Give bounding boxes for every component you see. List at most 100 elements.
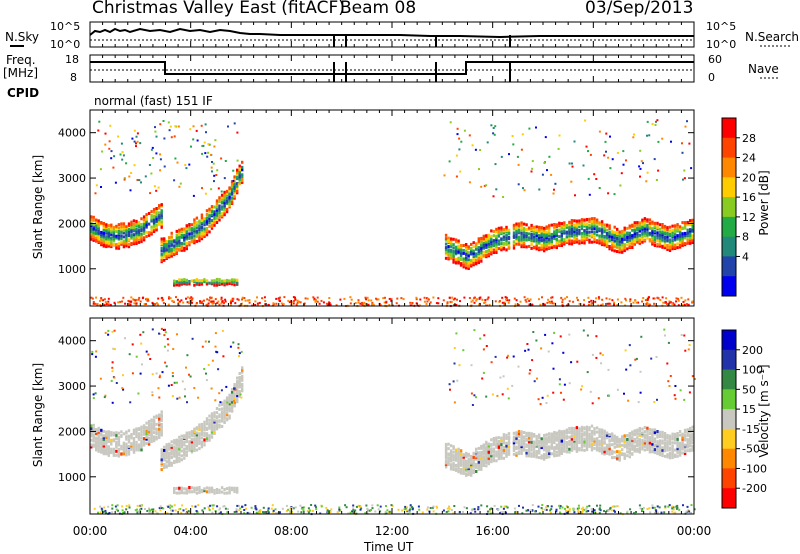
data-cell bbox=[155, 435, 158, 439]
data-cell bbox=[580, 445, 584, 449]
data-cell bbox=[213, 223, 216, 227]
ground-scatter-cell bbox=[328, 297, 331, 299]
sparse-echo-cell bbox=[607, 368, 610, 371]
data-cell bbox=[480, 463, 483, 467]
data-cell bbox=[155, 211, 158, 215]
sparse-echo-cell bbox=[161, 371, 164, 374]
ground-scatter-cell bbox=[167, 303, 170, 306]
sparse-echo-cell bbox=[530, 170, 533, 173]
data-cell bbox=[532, 445, 536, 449]
data-cell bbox=[180, 248, 183, 252]
data-cell bbox=[520, 433, 523, 437]
data-cell bbox=[530, 454, 533, 458]
data-cell bbox=[548, 439, 551, 443]
data-cell bbox=[102, 228, 105, 232]
data-cell bbox=[470, 454, 473, 458]
ground-scatter-cell bbox=[463, 506, 466, 509]
data-cell bbox=[653, 450, 657, 454]
data-cell bbox=[570, 225, 574, 228]
data-cell bbox=[140, 232, 143, 236]
data-cell bbox=[535, 231, 538, 235]
data-cell bbox=[218, 488, 221, 492]
data-cell bbox=[626, 231, 629, 235]
data-cell bbox=[555, 435, 558, 439]
data-cell bbox=[480, 454, 483, 458]
data-cell bbox=[238, 173, 241, 177]
data-cell bbox=[505, 237, 508, 241]
ground-scatter-cell bbox=[637, 301, 640, 304]
data-cell bbox=[112, 453, 116, 457]
data-cell bbox=[105, 223, 108, 227]
data-cell bbox=[190, 440, 194, 444]
data-cell bbox=[638, 448, 641, 452]
ground-scatter-cell bbox=[210, 300, 213, 303]
ground-scatter-cell bbox=[167, 505, 170, 508]
data-cell bbox=[603, 437, 606, 441]
data-cell bbox=[681, 226, 684, 230]
data-cell bbox=[673, 432, 677, 436]
ground-scatter-cell bbox=[336, 511, 339, 514]
ground-scatter-cell bbox=[102, 299, 104, 302]
data-cell bbox=[548, 233, 551, 237]
sparse-echo-cell bbox=[159, 158, 162, 161]
data-cell bbox=[583, 448, 586, 452]
data-cell bbox=[152, 439, 156, 443]
ground-scatter-cell bbox=[687, 304, 690, 307]
data-cell bbox=[152, 210, 156, 213]
data-cell bbox=[575, 231, 579, 235]
data-cell bbox=[532, 434, 536, 438]
data-cell bbox=[530, 223, 533, 227]
sparse-echo-cell bbox=[208, 340, 210, 343]
sparse-echo-cell bbox=[544, 333, 547, 336]
data-cell bbox=[580, 442, 584, 446]
sparse-echo-cell bbox=[238, 352, 241, 355]
data-cell bbox=[223, 283, 226, 287]
ground-scatter-cell bbox=[648, 507, 651, 510]
data-cell bbox=[648, 218, 652, 222]
data-cell bbox=[480, 254, 483, 258]
data-cell bbox=[565, 224, 569, 227]
data-cell bbox=[641, 226, 644, 230]
data-cell bbox=[631, 430, 634, 434]
data-cell bbox=[538, 436, 541, 440]
data-cell bbox=[452, 454, 455, 458]
ground-scatter-cell bbox=[234, 302, 237, 305]
data-cell bbox=[175, 283, 178, 287]
data-cell bbox=[583, 241, 586, 245]
ground-scatter-cell bbox=[214, 298, 217, 301]
ground-scatter-cell bbox=[506, 506, 509, 509]
data-cell bbox=[140, 425, 143, 429]
data-cell bbox=[485, 455, 488, 459]
data-cell bbox=[502, 238, 506, 242]
data-cell bbox=[459, 468, 463, 471]
ground-scatter-cell bbox=[383, 301, 386, 304]
data-cell bbox=[512, 431, 516, 435]
data-cell bbox=[668, 436, 672, 440]
data-cell bbox=[215, 205, 219, 209]
data-cell bbox=[233, 403, 236, 406]
sparse-echo-cell bbox=[591, 353, 594, 356]
data-cell bbox=[457, 250, 460, 254]
data-cell bbox=[563, 449, 566, 453]
ground-scatter-cell bbox=[549, 509, 552, 512]
sparse-echo-cell bbox=[520, 148, 523, 151]
ground-scatter-cell bbox=[361, 303, 364, 306]
ground-scatter-cell bbox=[240, 302, 243, 305]
ground-scatter-cell bbox=[95, 296, 98, 299]
sparse-echo-cell bbox=[458, 148, 461, 151]
ground-scatter-cell bbox=[123, 511, 126, 514]
data-cell bbox=[611, 443, 614, 447]
data-cell bbox=[653, 225, 657, 229]
data-cell bbox=[120, 434, 123, 438]
sparse-echo-cell bbox=[485, 395, 488, 398]
data-cell bbox=[648, 450, 652, 454]
sparse-echo-cell bbox=[159, 374, 161, 377]
data-cell bbox=[218, 211, 221, 215]
ground-scatter-cell bbox=[329, 303, 332, 306]
data-cell bbox=[522, 235, 526, 239]
data-cell bbox=[553, 431, 556, 434]
data-cell bbox=[668, 242, 672, 246]
freq-trace bbox=[90, 61, 694, 75]
data-cell bbox=[616, 245, 619, 249]
nave-label: Nave bbox=[748, 62, 779, 76]
